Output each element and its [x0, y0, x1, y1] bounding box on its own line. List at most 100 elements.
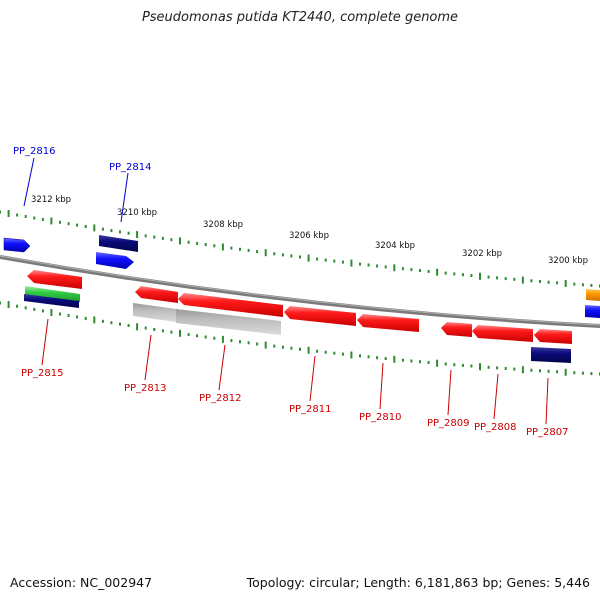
scale-tick: [333, 351, 336, 355]
scale-tick: [444, 271, 447, 275]
leader-line: [23, 157, 35, 207]
scale-tick: [444, 362, 447, 366]
gene-label[interactable]: PP_2816: [13, 146, 56, 157]
scale-tick: [230, 246, 233, 250]
scale-tick: [487, 275, 490, 279]
genome-backbone: [0, 255, 600, 328]
scale-tick: [547, 280, 550, 284]
leader-line: [309, 355, 316, 402]
scale-tick: [513, 277, 516, 281]
scale-tick: [530, 279, 533, 283]
scale-tick: [179, 329, 181, 337]
gene-label[interactable]: PP_2815: [21, 368, 64, 379]
leader-line: [120, 172, 129, 223]
gene-pp-2813-arrow[interactable]: [133, 286, 178, 322]
scale-tick: [530, 368, 533, 372]
leader-line: [493, 373, 499, 420]
gene-pp-2809-arrow[interactable]: [441, 322, 472, 337]
topology-text: Topology: circular; Length: 6,181,863 bp…: [246, 575, 590, 590]
genome-backbone-highlight: [0, 255, 600, 326]
scale-tick: [290, 254, 293, 258]
scale-label: 3202 kbp: [462, 249, 502, 259]
scale-tick: [564, 280, 567, 287]
scale-tick: [350, 351, 353, 359]
scale-tick: [101, 227, 104, 231]
scale-tick: [496, 366, 499, 370]
scale-label: 3204 kbp: [375, 241, 415, 251]
scale-label: 3210 kbp: [117, 208, 157, 218]
gene-pp-2814-arrow[interactable]: [96, 235, 138, 269]
gene-label[interactable]: PP_2814: [109, 162, 152, 173]
gene-pp-2810-arrow[interactable]: [357, 314, 419, 332]
scale-tick: [359, 354, 361, 358]
scale-tick: [470, 364, 473, 368]
scale-tick: [161, 236, 164, 240]
leader-line: [144, 334, 152, 381]
scale-tick: [461, 273, 464, 277]
gene-pp-2815-arrow[interactable]: [24, 270, 82, 308]
scale-tick: [204, 243, 207, 247]
scale-tick: [419, 360, 421, 364]
scale-tick: [410, 268, 413, 272]
scale-tick: [513, 367, 516, 371]
scale-tick: [453, 363, 456, 367]
gene-pp-2811-arrow[interactable]: [284, 306, 356, 326]
scale-tick: [0, 301, 1, 305]
scale-tick: [136, 231, 139, 239]
gene-label[interactable]: PP_2809: [427, 418, 470, 429]
leader-line: [218, 344, 226, 391]
scale-tick: [179, 237, 181, 245]
scale-tick: [299, 347, 301, 351]
scale-tick: [127, 324, 130, 327]
scale-tick: [264, 249, 267, 257]
scale-tick: [341, 352, 344, 356]
gene-label[interactable]: PP_2813: [124, 383, 167, 394]
scale-tick: [196, 241, 199, 245]
scale-tick: [136, 323, 139, 331]
scale-tick: [170, 238, 173, 242]
scale-tick: [504, 367, 507, 370]
scale-tick: [204, 335, 207, 339]
scale-tick: [307, 254, 310, 262]
scale-tick: [384, 357, 387, 360]
gene-label[interactable]: PP_2807: [526, 427, 569, 438]
scale-tick: [419, 269, 421, 272]
gene-pp-2816-arrow[interactable]: [3, 237, 31, 253]
scale-tick: [101, 319, 104, 323]
scale-tick: [590, 372, 593, 376]
scale-tick: [436, 268, 439, 276]
gene-right-edge-top[interactable]: [585, 289, 600, 318]
gene-label[interactable]: PP_2811: [289, 404, 332, 415]
scale-tick: [376, 264, 379, 268]
scale-tick: [153, 235, 156, 239]
scale-tick: [16, 213, 19, 217]
scale-tick: [393, 264, 396, 272]
leader-line: [545, 377, 549, 425]
accession-text: Accession: NC_002947: [10, 575, 153, 590]
scale-tick: [316, 349, 319, 353]
scale-tick: [84, 225, 87, 228]
scale-tick: [247, 248, 250, 252]
scale-tick: [41, 309, 44, 313]
scale-tick: [67, 222, 70, 226]
scale-tick: [581, 283, 584, 287]
scale-tick: [410, 359, 413, 363]
gene-label[interactable]: PP_2812: [199, 393, 242, 404]
scale-tick: [281, 253, 284, 257]
gene-label[interactable]: PP_2810: [359, 412, 402, 423]
scale-tick: [359, 262, 361, 266]
scale-tick: [401, 358, 404, 362]
scale-tick: [230, 339, 233, 343]
gene-label[interactable]: PP_2808: [474, 422, 517, 433]
scale-tick: [341, 260, 344, 264]
gene-pp-2807-arrow[interactable]: [531, 329, 572, 363]
scale-tick: [393, 355, 396, 363]
scale-tick: [84, 316, 87, 320]
gene-pp-2808-arrow[interactable]: [472, 325, 533, 342]
scale-tick: [479, 272, 481, 280]
scale-tick: [573, 371, 576, 375]
scale-label: 3200 kbp: [548, 256, 588, 266]
gene-pp-2812-arrow[interactable]: [176, 293, 283, 335]
scale-tick: [213, 244, 216, 248]
